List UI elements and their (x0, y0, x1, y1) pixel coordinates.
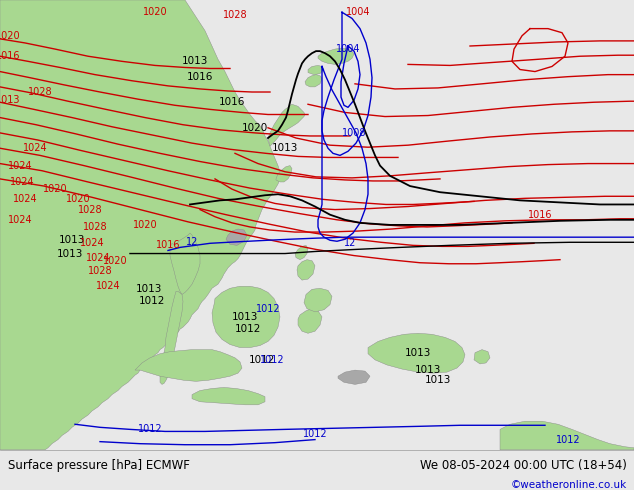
Text: 12: 12 (186, 237, 198, 247)
Text: ©weatheronline.co.uk: ©weatheronline.co.uk (510, 480, 626, 490)
Polygon shape (160, 292, 183, 384)
Text: 1004: 1004 (346, 7, 370, 17)
Text: 1013: 1013 (57, 248, 83, 259)
Text: 1016: 1016 (0, 51, 20, 61)
Text: Surface pressure [hPa] ECMWF: Surface pressure [hPa] ECMWF (8, 459, 190, 471)
Text: 1024: 1024 (8, 161, 32, 171)
Text: 1012: 1012 (235, 324, 261, 334)
Polygon shape (338, 370, 370, 384)
Polygon shape (500, 421, 634, 450)
Text: 1020: 1020 (42, 184, 67, 194)
Polygon shape (297, 260, 315, 280)
Text: 1024: 1024 (10, 177, 34, 187)
Text: 1016: 1016 (187, 72, 213, 82)
Polygon shape (304, 288, 332, 312)
Polygon shape (192, 388, 265, 405)
Text: 1028: 1028 (223, 10, 247, 20)
Text: 1008: 1008 (342, 128, 366, 138)
Text: 1020: 1020 (242, 123, 268, 133)
Text: 1004: 1004 (336, 44, 360, 54)
Text: 1013: 1013 (0, 95, 20, 105)
Text: 1020: 1020 (66, 195, 90, 204)
Polygon shape (135, 350, 242, 381)
Text: 1013: 1013 (272, 143, 298, 153)
Text: 1012: 1012 (139, 295, 165, 306)
Polygon shape (368, 333, 465, 373)
Text: 1012: 1012 (302, 430, 327, 440)
Polygon shape (305, 74, 322, 87)
Text: 1012: 1012 (256, 304, 280, 314)
Text: 1012: 1012 (249, 355, 275, 365)
Text: 1016: 1016 (527, 210, 552, 220)
Text: 1013: 1013 (425, 375, 451, 385)
Polygon shape (170, 233, 200, 294)
Text: 1020: 1020 (103, 256, 127, 266)
Polygon shape (298, 309, 322, 333)
Text: 1013: 1013 (136, 284, 162, 294)
Text: 1013: 1013 (232, 312, 258, 322)
Text: We 08-05-2024 00:00 UTC (18+54): We 08-05-2024 00:00 UTC (18+54) (420, 459, 626, 471)
Text: 1024: 1024 (8, 215, 32, 225)
Text: 1024: 1024 (96, 281, 120, 291)
Text: 12: 12 (344, 238, 356, 248)
Text: 1013: 1013 (415, 365, 441, 375)
Text: 1024: 1024 (13, 195, 37, 204)
Polygon shape (474, 350, 490, 364)
Text: 1020: 1020 (133, 220, 157, 230)
Text: 1024: 1024 (80, 238, 105, 248)
Text: 1013: 1013 (59, 235, 85, 245)
Text: 1020: 1020 (143, 7, 167, 17)
Polygon shape (276, 166, 292, 182)
Text: 1013: 1013 (405, 348, 431, 358)
Polygon shape (318, 48, 354, 64)
Polygon shape (308, 66, 324, 74)
Polygon shape (212, 286, 280, 347)
Text: 1028: 1028 (28, 87, 53, 97)
Text: 1012: 1012 (138, 424, 162, 434)
Polygon shape (295, 245, 308, 260)
Text: 1013: 1013 (182, 56, 208, 66)
Text: 1028: 1028 (78, 205, 102, 215)
Polygon shape (268, 104, 305, 146)
Text: 1028: 1028 (87, 266, 112, 276)
Text: 1016: 1016 (156, 241, 180, 250)
Text: 1028: 1028 (82, 222, 107, 232)
Polygon shape (226, 229, 247, 245)
Text: 1012: 1012 (260, 355, 284, 365)
Text: 1020: 1020 (0, 31, 20, 41)
Text: 1024: 1024 (86, 253, 110, 263)
Polygon shape (0, 0, 280, 450)
Text: 1016: 1016 (219, 97, 245, 107)
Text: 1012: 1012 (555, 435, 580, 444)
Text: 1024: 1024 (23, 143, 48, 153)
